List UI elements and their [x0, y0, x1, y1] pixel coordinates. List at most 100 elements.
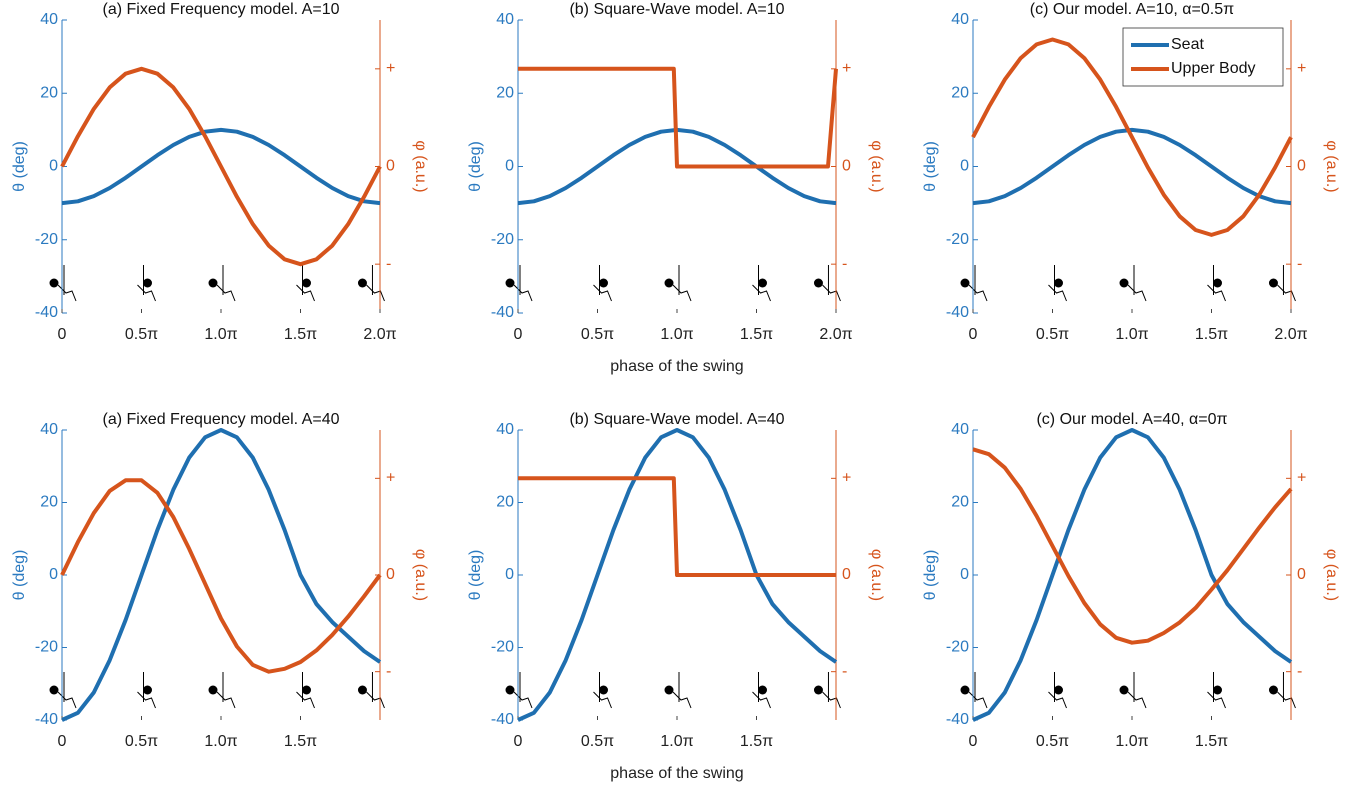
x-tick-label: 0: [514, 733, 523, 750]
y-tick-label: 40: [496, 11, 514, 28]
swing-body: [514, 285, 532, 301]
swing-head: [50, 279, 59, 288]
x-tick-label: 1.5π: [740, 733, 773, 750]
swing-body: [1277, 285, 1295, 301]
y2-tick-label: -: [386, 663, 391, 680]
swing-body: [594, 692, 612, 708]
series-line: [973, 430, 1291, 720]
y-tick-label: -40: [491, 711, 514, 728]
y-tick-label: -40: [35, 304, 58, 321]
series-line: [973, 449, 1291, 642]
legend-label: Seat: [1171, 36, 1204, 53]
y-tick-label: 40: [40, 421, 58, 438]
x-tick-label: 1.0π: [1115, 326, 1148, 343]
y-tick-label: -20: [35, 231, 58, 248]
subplot-title: (c) Our model. A=10, α=0.5π: [1030, 1, 1234, 18]
swing-body: [297, 692, 315, 708]
series-line: [62, 430, 380, 720]
y-tick-label: -20: [491, 639, 514, 656]
y2-tick-label: 0: [386, 566, 395, 583]
y-tick-label: 40: [40, 11, 58, 28]
swing-head: [1269, 279, 1278, 288]
y-tick-label: 20: [951, 494, 969, 511]
swing-body: [366, 285, 384, 301]
y2-tick-label: +: [1297, 470, 1306, 487]
y2-tick-label: 0: [386, 158, 395, 175]
y2-tick-label: +: [1297, 60, 1306, 77]
swing-head: [143, 686, 152, 695]
x-tick-label: 0.5π: [581, 326, 614, 343]
y-tick-label: 0: [960, 566, 969, 583]
y-tick-label: -40: [491, 304, 514, 321]
swing-body: [822, 285, 840, 301]
x-tick-label: 0: [969, 326, 978, 343]
swing-head: [209, 279, 218, 288]
swing-body: [1049, 285, 1067, 301]
y2-axis-label: φ (a.u.): [1323, 140, 1340, 192]
y-tick-label: -20: [946, 639, 969, 656]
x-tick-label: 2.0π: [1274, 326, 1307, 343]
swing-head: [961, 686, 970, 695]
x-tick-label: 0.5π: [125, 326, 158, 343]
swing-head: [506, 686, 515, 695]
swing-head: [302, 686, 311, 695]
y-tick-label: -40: [35, 711, 58, 728]
y2-tick-label: +: [386, 470, 395, 487]
swing-body: [514, 692, 532, 708]
x-axis-label: phase of the swing: [610, 765, 743, 782]
y-tick-label: 40: [496, 421, 514, 438]
x-tick-label: 1.0π: [660, 326, 693, 343]
swing-body: [673, 692, 691, 708]
swing-body: [673, 285, 691, 301]
legend-label: Upper Body: [1171, 60, 1256, 77]
y2-tick-label: 0: [842, 158, 851, 175]
subplot-title: (b) Square-Wave model. A=10: [569, 1, 784, 18]
swing-head: [814, 279, 823, 288]
subplot-title: (a) Fixed Frequency model. A=10: [102, 1, 339, 18]
y2-tick-label: +: [386, 60, 395, 77]
swing-head: [758, 686, 767, 695]
y2-axis-label: φ (a.u.): [412, 140, 429, 192]
x-tick-label: 0: [58, 326, 67, 343]
y-tick-label: 20: [496, 84, 514, 101]
series-line: [62, 69, 380, 264]
y2-tick-label: -: [842, 255, 847, 272]
y-tick-label: 20: [951, 84, 969, 101]
swing-body: [1208, 285, 1226, 301]
swing-head: [50, 686, 59, 695]
subplot: -40-2002040-0+00.5π1.0π1.5π(a) Fixed Fre…: [11, 411, 429, 750]
y2-tick-label: -: [1297, 663, 1302, 680]
y2-tick-label: 0: [1297, 566, 1306, 583]
x-tick-label: 0.5π: [581, 733, 614, 750]
subplot-title: (c) Our model. A=40, α=0π: [1036, 411, 1227, 428]
swing-head: [961, 279, 970, 288]
subplot-title: (b) Square-Wave model. A=40: [569, 411, 784, 428]
swing-body: [58, 285, 76, 301]
swing-body: [138, 692, 156, 708]
y2-tick-label: +: [842, 470, 851, 487]
x-tick-label: 1.5π: [1195, 733, 1228, 750]
swing-body: [594, 285, 612, 301]
subplot-title: (a) Fixed Frequency model. A=40: [102, 411, 339, 428]
swing-body: [822, 692, 840, 708]
x-tick-label: 1.5π: [284, 733, 317, 750]
y-axis-label: θ (deg): [922, 141, 939, 192]
x-tick-label: 0: [969, 733, 978, 750]
swing-head: [599, 279, 608, 288]
swing-head: [358, 686, 367, 695]
x-tick-label: 0.5π: [125, 733, 158, 750]
swing-body: [1049, 692, 1067, 708]
x-tick-label: 1.0π: [204, 326, 237, 343]
x-tick-label: 1.5π: [1195, 326, 1228, 343]
swing-body: [753, 692, 771, 708]
subplot: -40-2002040-0+00.5π1.0π1.5π2.0π(b) Squar…: [467, 1, 885, 375]
swing-head: [665, 279, 674, 288]
swing-body: [1208, 692, 1226, 708]
x-tick-label: 2.0π: [819, 326, 852, 343]
y-tick-label: -40: [946, 304, 969, 321]
x-tick-label: 0.5π: [1036, 326, 1069, 343]
y2-tick-label: 0: [1297, 158, 1306, 175]
y-axis-label: θ (deg): [922, 550, 939, 601]
x-axis-label: phase of the swing: [610, 358, 743, 375]
